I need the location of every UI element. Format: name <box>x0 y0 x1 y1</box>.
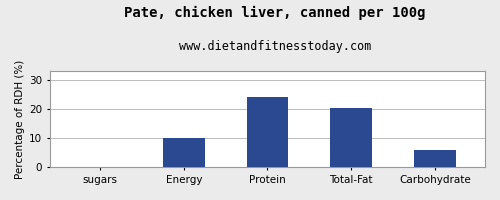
Bar <box>246 97 288 167</box>
Text: Pate, chicken liver, canned per 100g: Pate, chicken liver, canned per 100g <box>124 6 426 20</box>
Text: www.dietandfitnesstoday.com: www.dietandfitnesstoday.com <box>179 40 371 53</box>
Bar <box>163 138 204 167</box>
Bar <box>330 108 372 167</box>
Bar <box>414 150 456 167</box>
Y-axis label: Percentage of RDH (%): Percentage of RDH (%) <box>15 60 25 179</box>
